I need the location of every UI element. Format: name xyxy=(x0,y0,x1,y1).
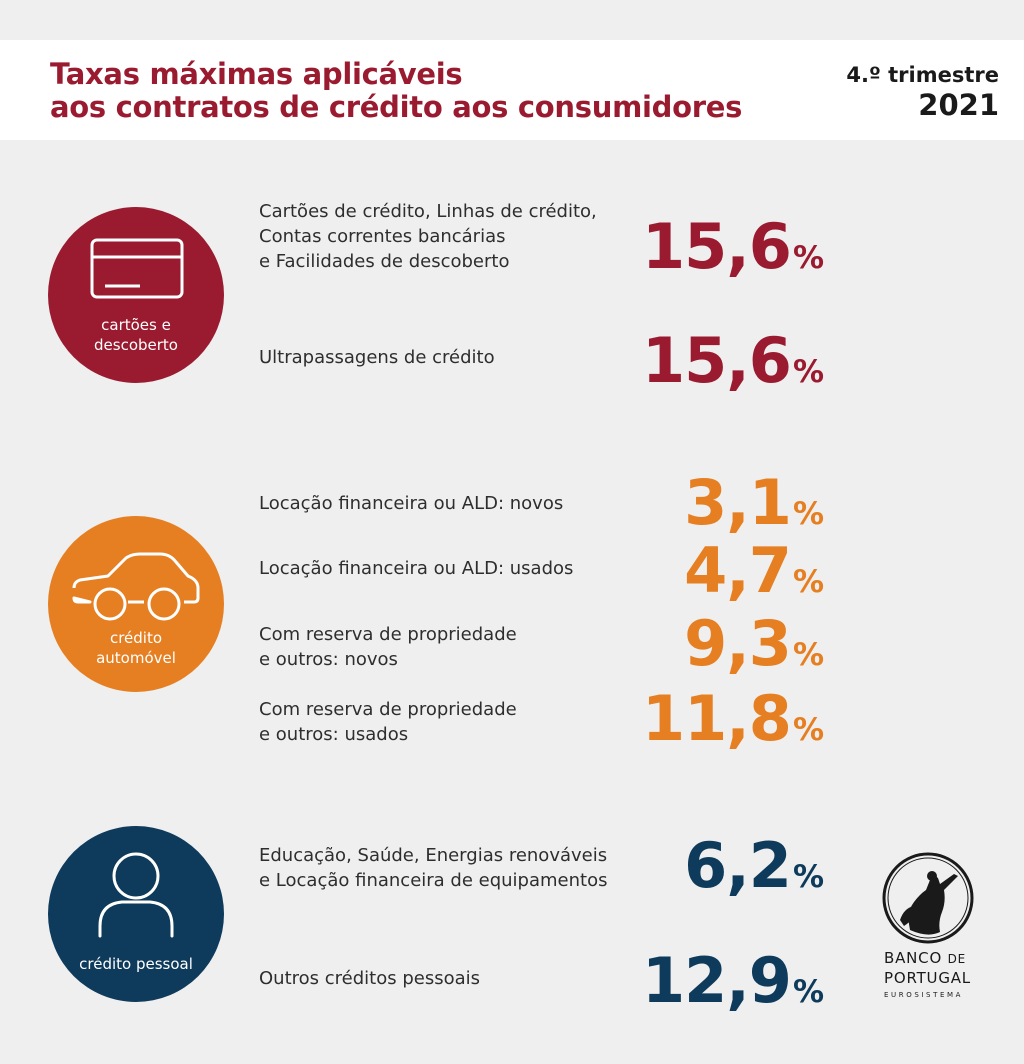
cards-item-1-rate-value: 15,6 xyxy=(641,210,792,283)
percent-sign: % xyxy=(792,859,824,895)
auto-category-badge: crédito automóvel xyxy=(48,516,224,692)
auto-item-4-rate: 11,8% xyxy=(642,688,824,761)
personal-item-1-rate: 6,2% xyxy=(684,835,824,908)
personal-category-label: crédito pessoal xyxy=(79,955,193,973)
cards-item-2-rate-value: 15,6 xyxy=(641,324,792,397)
title-line-1: Taxas máximas aplicáveis xyxy=(50,57,463,91)
auto-item-3-rate: 9,3% xyxy=(684,613,824,686)
percent-sign: % xyxy=(792,974,824,1010)
percent-sign: % xyxy=(792,564,824,600)
auto-item-2-rate: 4,7% xyxy=(684,540,824,613)
title-line-2: aos contratos de crédito aos consumidore… xyxy=(50,90,743,124)
logo-de: DE xyxy=(947,952,967,966)
personal-item-2-rate: 12,9% xyxy=(642,950,824,1023)
logo-line-2: PORTUGAL xyxy=(884,969,971,987)
logo-line-1: BANCO DE xyxy=(884,949,966,967)
auto-item-1-rate: 3,1% xyxy=(684,472,824,545)
auto-item-4-rate-value: 11,8 xyxy=(641,682,792,755)
personal-item-2-rate-value: 12,9 xyxy=(641,944,792,1017)
cards-category-label: cartões e descoberto xyxy=(94,316,178,354)
cards-item-1-rate: 15,6% xyxy=(642,216,824,289)
auto-item-1-rate-value: 3,1 xyxy=(684,466,792,539)
header-bar: Taxas máximas aplicáveis aos contratos d… xyxy=(0,40,1024,140)
percent-sign: % xyxy=(792,354,824,390)
auto-item-4-label: Com reserva de propriedade e outros: usa… xyxy=(259,699,517,745)
logo-line-3: EUROSISTEMA xyxy=(884,991,963,999)
percent-sign: % xyxy=(792,637,824,673)
car-icon xyxy=(72,552,200,621)
percent-sign: % xyxy=(792,240,824,276)
percent-sign: % xyxy=(792,712,824,748)
auto-item-2-label: Locação financeira ou ALD: usados xyxy=(259,558,574,579)
logo-banco: BANCO xyxy=(884,949,943,967)
personal-item-1-rate-value: 6,2 xyxy=(684,829,792,902)
period-label: 4.º trimestre 2021 xyxy=(846,62,999,122)
cards-item-1-label: Cartões de crédito, Linhas de crédito, C… xyxy=(259,201,597,272)
percent-sign: % xyxy=(792,496,824,532)
personal-item-1-label: Educação, Saúde, Energias renováveis e L… xyxy=(259,845,608,891)
auto-category-label: crédito automóvel xyxy=(96,629,176,667)
auto-item-3-rate-value: 9,3 xyxy=(684,607,792,680)
person-icon xyxy=(98,852,174,938)
auto-item-3-label: Com reserva de propriedade e outros: nov… xyxy=(259,624,517,670)
auto-item-1-label: Locação financeira ou ALD: novos xyxy=(259,493,564,514)
personal-category-badge: crédito pessoal xyxy=(48,826,224,1002)
cards-item-2-rate: 15,6% xyxy=(642,330,824,403)
personal-item-2-label: Outros créditos pessoais xyxy=(259,968,481,989)
emblem-icon xyxy=(882,852,974,944)
quarter-label: 4.º trimestre xyxy=(846,63,999,87)
credit-card-icon xyxy=(90,238,184,299)
cards-item-2-label: Ultrapassagens de crédito xyxy=(259,347,495,368)
year-label: 2021 xyxy=(918,88,999,122)
auto-item-2-rate-value: 4,7 xyxy=(684,534,792,607)
page-title: Taxas máximas aplicáveis aos contratos d… xyxy=(50,58,742,124)
cards-category-badge: cartões e descoberto xyxy=(48,207,224,383)
